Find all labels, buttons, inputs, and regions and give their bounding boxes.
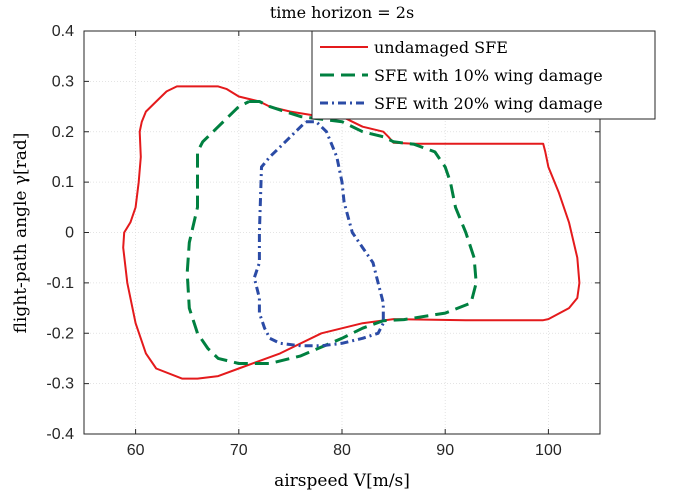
x-tick-label: 90 [436, 442, 454, 459]
axis-ticks: 60 70 80 90 100 0.4 0.3 0.2 0.1 0 -0.1 -0.2 -0.3 -0.4 [46, 23, 600, 459]
y-tick-label: 0.3 [52, 73, 74, 90]
legend-label-3: SFE with 20% wing damage [374, 94, 603, 113]
chart-title: time horizon = 2s [270, 3, 414, 22]
x-tick-label: 60 [127, 442, 145, 459]
y-axis-label: flight-path angle γ[rad] [11, 133, 31, 334]
legend-box [311, 30, 656, 120]
y-tick-label: 0 [65, 225, 74, 242]
y-tick-label: -0.4 [46, 426, 74, 443]
series-layer [122, 85, 581, 380]
legend-label-1: undamaged SFE [374, 38, 508, 57]
series-line-1 [122, 85, 581, 380]
x-tick-label: 100 [535, 442, 562, 459]
x-axis-label: airspeed V[m/s] [274, 471, 410, 491]
legend-label-2: SFE with 10% wing damage [374, 66, 603, 85]
series-line-3 [252, 120, 385, 348]
legend: undamaged SFE SFE with 10% wing damage SFE… [311, 30, 656, 120]
x-tick-label: 70 [230, 442, 248, 459]
y-tick-label: -0.1 [46, 275, 74, 292]
y-tick-label: 0.4 [52, 23, 74, 40]
x-tick-label: 80 [333, 442, 351, 459]
y-tick-label: 0.2 [52, 124, 74, 141]
y-tick-label: 0.1 [52, 174, 74, 191]
y-tick-label: -0.2 [46, 325, 74, 342]
y-tick-label: -0.3 [46, 376, 74, 393]
